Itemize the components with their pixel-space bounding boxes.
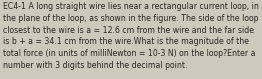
Text: the plane of the loop, as shown in the figure. The side of the loop: the plane of the loop, as shown in the f… [3,14,259,23]
Text: total force (in units of milliNewton = 10-3 N) on the loop?Enter a: total force (in units of milliNewton = 1… [3,49,256,58]
Text: is b + a = 34.1 cm from the wire.What is the magnitude of the: is b + a = 34.1 cm from the wire.What is… [3,37,249,46]
Text: closest to the wire is a = 12.6 cm from the wire and the far side: closest to the wire is a = 12.6 cm from … [3,26,254,35]
Text: EC4-1 A long straight wire lies near a rectangular current loop, in: EC4-1 A long straight wire lies near a r… [3,2,259,11]
Text: number with 3 digits behind the decimal point.: number with 3 digits behind the decimal … [3,61,188,70]
